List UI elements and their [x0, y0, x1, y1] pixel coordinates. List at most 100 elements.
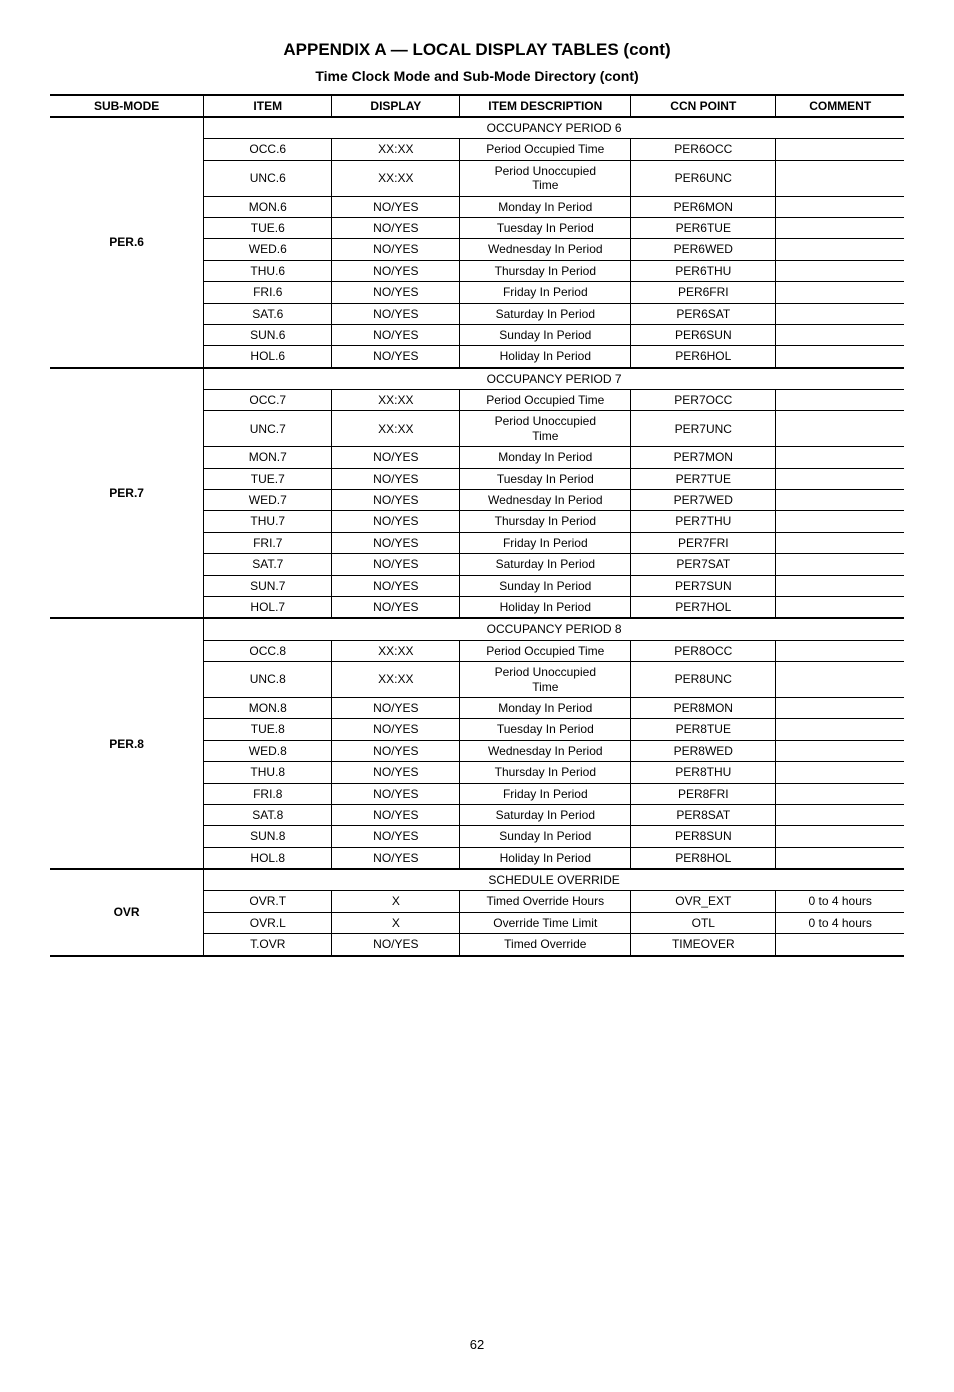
table-title: Time Clock Mode and Sub-Mode Directory (… [50, 68, 904, 84]
cell-comment [776, 511, 904, 532]
cell-comment [776, 532, 904, 553]
cell-item: THU.6 [204, 260, 332, 281]
page-number: 62 [50, 1337, 904, 1352]
cell-ccn: PER8SUN [631, 826, 776, 847]
cell-desc: Thursday In Period [460, 762, 631, 783]
cell-ccn: OVR_EXT [631, 891, 776, 912]
cell-comment [776, 411, 904, 447]
cell-ccn: PER6FRI [631, 282, 776, 303]
cell-item: HOL.6 [204, 346, 332, 368]
cell-display: NO/YES [332, 934, 460, 956]
cell-comment [776, 662, 904, 698]
cell-display: NO/YES [332, 511, 460, 532]
cell-item: SAT.6 [204, 303, 332, 324]
cell-comment [776, 554, 904, 575]
cell-ccn: PER6SAT [631, 303, 776, 324]
cell-desc: Thursday In Period [460, 260, 631, 281]
cell-ccn: PER7THU [631, 511, 776, 532]
col-ccn: CCN POINT [631, 95, 776, 117]
cell-ccn: PER7MON [631, 447, 776, 468]
cell-item: MON.6 [204, 196, 332, 217]
cell-display: NO/YES [332, 826, 460, 847]
cell-ccn: PER7SAT [631, 554, 776, 575]
cell-desc: Period UnoccupiedTime [460, 411, 631, 447]
cell-item: THU.7 [204, 511, 332, 532]
cell-desc: Period Occupied Time [460, 640, 631, 661]
section-header-row: PER.7OCCUPANCY PERIOD 7 [50, 368, 904, 390]
cell-comment [776, 447, 904, 468]
cell-comment [776, 697, 904, 718]
cell-display: NO/YES [332, 447, 460, 468]
cell-desc: Period UnoccupiedTime [460, 662, 631, 698]
cell-item: MON.7 [204, 447, 332, 468]
cell-display: NO/YES [332, 282, 460, 303]
cell-item: OCC.8 [204, 640, 332, 661]
cell-display: NO/YES [332, 324, 460, 345]
cell-item: OCC.7 [204, 390, 332, 411]
cell-display: XX:XX [332, 390, 460, 411]
cell-item: TUE.7 [204, 468, 332, 489]
cell-display: NO/YES [332, 196, 460, 217]
cell-ccn: PER8OCC [631, 640, 776, 661]
cell-item: WED.8 [204, 740, 332, 761]
cell-ccn: TIMEOVER [631, 934, 776, 956]
submode-cell: PER.8 [50, 618, 204, 869]
cell-display: NO/YES [332, 490, 460, 511]
cell-comment [776, 596, 904, 618]
cell-item: T.OVR [204, 934, 332, 956]
cell-comment [776, 139, 904, 160]
cell-ccn: PER6WED [631, 239, 776, 260]
cell-comment [776, 934, 904, 956]
col-item: ITEM [204, 95, 332, 117]
cell-desc: Period UnoccupiedTime [460, 160, 631, 196]
cell-item: OCC.6 [204, 139, 332, 160]
cell-ccn: PER7SUN [631, 575, 776, 596]
cell-ccn: PER7TUE [631, 468, 776, 489]
section-header-cell: OCCUPANCY PERIOD 6 [204, 117, 904, 139]
cell-ccn: PER8TUE [631, 719, 776, 740]
submode-cell: PER.6 [50, 117, 204, 368]
cell-comment [776, 239, 904, 260]
cell-display: NO/YES [332, 346, 460, 368]
cell-desc: Period Occupied Time [460, 390, 631, 411]
col-desc: ITEM DESCRIPTION [460, 95, 631, 117]
cell-comment [776, 740, 904, 761]
cell-ccn: OTL [631, 912, 776, 933]
cell-item: FRI.7 [204, 532, 332, 553]
cell-ccn: PER7FRI [631, 532, 776, 553]
cell-ccn: PER8WED [631, 740, 776, 761]
cell-display: NO/YES [332, 532, 460, 553]
cell-display: XX:XX [332, 411, 460, 447]
cell-display: X [332, 891, 460, 912]
cell-item: UNC.8 [204, 662, 332, 698]
cell-desc: Holiday In Period [460, 596, 631, 618]
cell-display: NO/YES [332, 303, 460, 324]
cell-item: SUN.6 [204, 324, 332, 345]
cell-desc: Sunday In Period [460, 575, 631, 596]
cell-comment [776, 847, 904, 869]
cell-ccn: PER8UNC [631, 662, 776, 698]
cell-display: NO/YES [332, 554, 460, 575]
cell-desc: Override Time Limit [460, 912, 631, 933]
section-header-row: PER.6OCCUPANCY PERIOD 6 [50, 117, 904, 139]
cell-comment [776, 640, 904, 661]
cell-comment [776, 282, 904, 303]
cell-comment [776, 468, 904, 489]
cell-display: NO/YES [332, 804, 460, 825]
cell-display: XX:XX [332, 139, 460, 160]
cell-comment [776, 303, 904, 324]
cell-display: XX:XX [332, 160, 460, 196]
cell-ccn: PER7HOL [631, 596, 776, 618]
cell-item: TUE.6 [204, 217, 332, 238]
cell-ccn: PER8HOL [631, 847, 776, 869]
cell-display: NO/YES [332, 596, 460, 618]
cell-comment: 0 to 4 hours [776, 891, 904, 912]
cell-ccn: PER6TUE [631, 217, 776, 238]
cell-item: FRI.6 [204, 282, 332, 303]
cell-ccn: PER6MON [631, 196, 776, 217]
cell-comment [776, 260, 904, 281]
cell-desc: Friday In Period [460, 783, 631, 804]
section-header-row: PER.8OCCUPANCY PERIOD 8 [50, 618, 904, 640]
section-header-row: OVRSCHEDULE OVERRIDE [50, 869, 904, 891]
submode-cell: PER.7 [50, 368, 204, 619]
